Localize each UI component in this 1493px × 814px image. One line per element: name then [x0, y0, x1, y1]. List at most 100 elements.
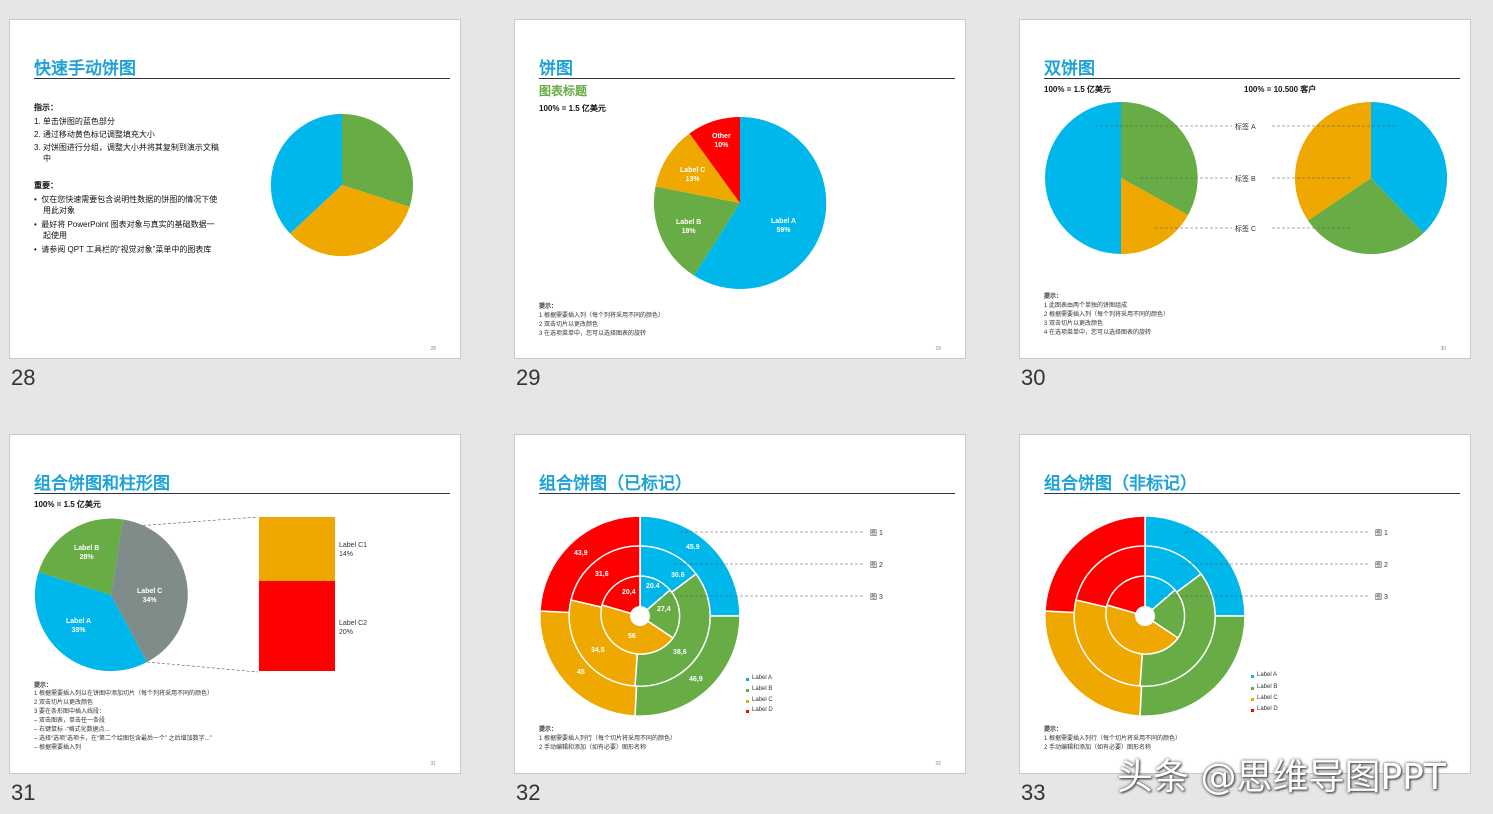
value-label: 20.4	[646, 583, 660, 590]
slice-label: Label B 28%	[74, 544, 99, 562]
hint-line: 1 根据需要插入列以在饼图中添加切片（每个列将采用不同的颜色）	[34, 691, 214, 697]
value-label: 56	[628, 633, 636, 640]
slide-thumbnail-30[interactable]: 双饼图 100% = 1.5 亿美元 100% = 10.500 客户 标签 A…	[1019, 19, 1471, 359]
legend-label: Label C	[752, 697, 773, 703]
slice-name: Label B	[74, 545, 100, 552]
right-pie-slice-orange	[1295, 102, 1371, 221]
title-divider	[34, 78, 450, 79]
center-hole	[1135, 606, 1155, 626]
slide-number-label: 33	[1021, 780, 1046, 805]
hint-heading: 提示：	[1044, 727, 1063, 733]
value-label: 20,4	[622, 589, 636, 596]
bullet-line: • 仅在您快速需要包含说明性数据的饼图的情况下使	[34, 195, 218, 204]
slide-thumbnail-33[interactable]: 组合饼图（非标记） 图 1 图 2 图 3 Label A Label B La…	[1019, 434, 1471, 774]
hint-line: 1 根据需要插入列行（每个切片将采用不同的颜色）	[539, 736, 677, 742]
series-label: 标签 B	[1235, 176, 1256, 183]
slide-thumbnail-28[interactable]: 快速手动饼图 指示： 1. 单击饼图的蓝色部分 2. 通过移动黄色标记调整填充大…	[9, 19, 461, 359]
basis-label: 100% = 1.5 亿美元	[539, 104, 606, 113]
left-pie-slice-green	[1121, 101, 1198, 215]
figure-label: 图 2	[870, 562, 883, 569]
bar-label: Label C1 14%	[339, 541, 367, 559]
chart-subtitle: 图表标题	[539, 84, 588, 98]
pie-chart	[270, 113, 413, 257]
bar-segment-c1	[259, 517, 335, 581]
inner-ring-label-d	[601, 575, 641, 617]
figure-label: 图 3	[870, 594, 883, 601]
slide-number-label: 31	[11, 780, 36, 805]
legend-swatch-d	[746, 710, 749, 713]
figure-label: 图 2	[1375, 562, 1388, 569]
hint-line: 2 手动编辑和添加（如有必要）图形名称	[539, 745, 647, 751]
bullet-text: 最好将 PowerPoint 图表对象与真实的基础数据一	[41, 220, 215, 229]
page-number: 30	[1440, 346, 1446, 352]
legend-swatch-c	[1251, 698, 1254, 701]
instruction-line: 2. 通过移动黄色标记调整填充大小	[34, 130, 155, 139]
slice-percent: 38%	[71, 627, 86, 634]
legend-label: Label B	[752, 686, 773, 692]
hint-line: 1 根据需要插入列行（每个切片将采用不同的颜色）	[1044, 736, 1182, 742]
value-label: 46,9	[689, 676, 703, 683]
slide-number-label: 32	[516, 780, 541, 805]
connector-line	[122, 516, 259, 528]
bar-percent: 14%	[339, 551, 354, 558]
pie-of-bar-chart	[34, 516, 335, 673]
pie-slice-label-b	[38, 518, 123, 595]
value-label: 38,6	[673, 649, 687, 656]
bar-name: Label C2	[339, 620, 368, 627]
bullet-line: • 请参阅 QPT 工具栏的“视觉对象”菜单中的图表库	[34, 245, 212, 254]
hint-heading: 提示：	[539, 304, 558, 310]
pie-slice-label-a	[34, 572, 148, 672]
inner-ring-label-c	[600, 604, 675, 655]
slice-label: Label A 59%	[771, 217, 796, 235]
slide-thumbnail-29[interactable]: 饼图 图表标题 100% = 1.5 亿美元 Label A 59% Label …	[514, 19, 966, 359]
legend-label: Label A	[1257, 672, 1278, 678]
legend-swatch-a	[1251, 675, 1254, 678]
slide-title: 饼图	[539, 59, 573, 78]
slice-percent: 18%	[681, 228, 696, 235]
slice-label: Other 10%	[712, 132, 731, 150]
slide-thumbnail-31[interactable]: 组合饼图和柱形图 100% = 1.5 亿美元 Label B 28% Label…	[9, 434, 461, 774]
slide-number-label: 28	[11, 365, 36, 390]
legend-swatch-c	[746, 700, 749, 703]
value-label: 43,9	[574, 550, 588, 557]
connector-line	[146, 661, 259, 673]
right-pie-slice-blue	[1371, 101, 1448, 233]
slice-name: Label B	[676, 219, 702, 226]
hint-line: 3 要在条形图中插入线段：	[34, 709, 106, 715]
slide-title: 组合饼图（已标记）	[539, 474, 692, 493]
hint-line: 3 在选项菜单中，您可以选择图表的旋转	[539, 331, 647, 337]
multi-level-pie-chart	[1044, 515, 1370, 717]
series-label: 标签 C	[1235, 226, 1256, 233]
hint-line: 1 此图表由两个单独的饼图组成	[1044, 303, 1128, 309]
page-number: 32	[935, 761, 941, 767]
slide-title: 组合饼图（非标记）	[1044, 474, 1197, 493]
slide-thumbnail-32[interactable]: 组合饼图（已标记） 45.9 46,9 45 43,9 30.6 38,6 34…	[514, 434, 966, 774]
slide-number-label: 30	[1021, 365, 1046, 390]
slice-percent: 13%	[685, 176, 700, 183]
pie-slice-blue	[270, 113, 342, 234]
slice-percent: 59%	[776, 227, 791, 234]
legend-swatch-b	[746, 689, 749, 692]
bar-label: Label C2 20%	[339, 619, 367, 637]
series-label: 标签 A	[1235, 124, 1256, 131]
page-number: 33	[1440, 761, 1446, 767]
slice-percent: 10%	[714, 142, 729, 149]
hint-line: 2 根据需要插入列（每个列将采用不同的颜色）	[1044, 312, 1170, 318]
slice-label: Label B 18%	[676, 218, 701, 236]
page-number: 31	[430, 761, 436, 767]
title-divider	[1044, 78, 1460, 79]
hint-line: 3 双击切片以更改颜色	[1044, 321, 1104, 327]
multi-level-pie-chart	[539, 515, 865, 717]
slide-title: 快速手动饼图	[34, 59, 136, 78]
legend-swatch-a	[746, 678, 749, 681]
value-label: 27,4	[657, 606, 671, 613]
legend-swatch-d	[1251, 709, 1254, 712]
bullet-line: 用此对象	[43, 206, 75, 215]
hint-line: 2 双击切片以更改颜色	[34, 700, 94, 706]
slide-title: 双饼图	[1044, 59, 1095, 78]
hint-line: 4 在选项菜单中，您可以选择图表的旋转	[1044, 330, 1152, 336]
page-number: 28	[430, 346, 436, 352]
bullet-text: 仅在您快速需要包含说明性数据的饼图的情况下使	[41, 195, 218, 204]
instruction-line: 中	[43, 154, 51, 163]
slice-label: Label A 38%	[66, 617, 91, 635]
